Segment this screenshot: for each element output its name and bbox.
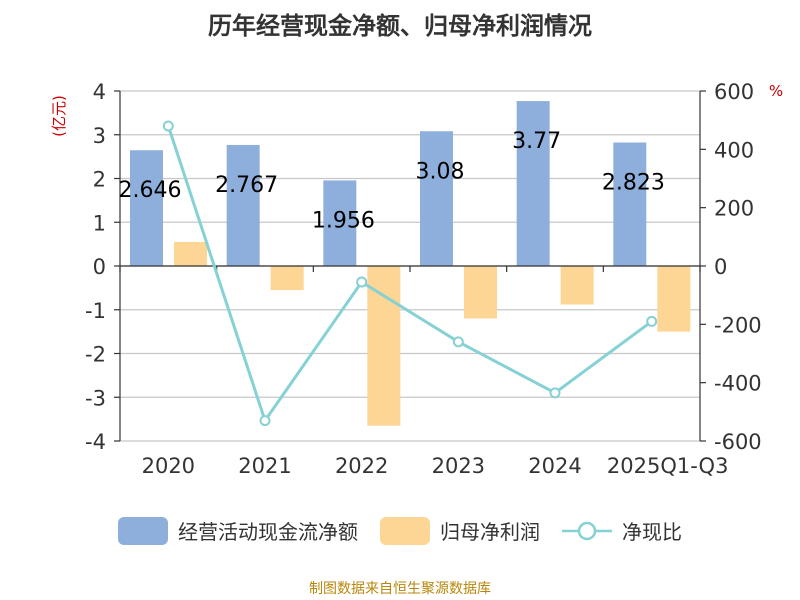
- right-axis-tick-label: 400: [714, 138, 754, 162]
- left-axis-tick-label: 4: [93, 80, 106, 104]
- left-axis-tick-label: 2: [93, 168, 106, 192]
- net-profit-bar: [464, 266, 497, 319]
- axes: [114, 90, 706, 442]
- gridlines: [120, 90, 700, 442]
- ratio-point: [549, 387, 561, 399]
- ratio-point: [259, 415, 271, 427]
- cash-flow-data-label: 2.823: [602, 170, 665, 195]
- net-profit-bar: [657, 266, 691, 332]
- cash-flow-bar: [613, 142, 647, 266]
- legend: 经营活动现金流净额 归母净利润 净现比: [0, 516, 800, 545]
- legend-item-ratio[interactable]: 净现比: [562, 516, 682, 545]
- category-tick-label: 2022: [335, 454, 388, 478]
- cash-flow-bar: [130, 150, 163, 266]
- ratio-point: [452, 336, 464, 348]
- category-tick-label: 2023: [432, 454, 485, 478]
- legend-label-profit: 归母净利润: [440, 520, 540, 544]
- ratio-line: [166, 125, 653, 424]
- ratio-point: [162, 120, 174, 132]
- right-axis-tick-label: -200: [714, 313, 762, 337]
- category-tick-label: 2020: [142, 454, 195, 478]
- left-axis-tick-label: 0: [93, 255, 106, 279]
- ratio-point: [356, 276, 368, 288]
- ratio-point: [646, 315, 658, 327]
- data-labels: 2.646 2.767 1.956 3.08 3.77 2.823: [119, 129, 665, 233]
- legend-swatch-profit: [380, 516, 430, 545]
- legend-item-cash[interactable]: 经营活动现金流净额: [118, 516, 358, 545]
- left-axis-tick-label: 3: [93, 124, 106, 148]
- right-axis-tick-label: -600: [714, 430, 762, 454]
- right-axis-unit: %: [769, 82, 783, 100]
- left-axis-tick-label: -2: [85, 343, 106, 367]
- right-axis-tick-label: 200: [714, 197, 754, 221]
- net-profit-bar: [560, 266, 594, 305]
- cash-flow-bar: [226, 144, 260, 266]
- cash-flow-bar: [420, 131, 453, 266]
- left-axis-tick-label: -4: [85, 430, 106, 454]
- cash-flow-bar: [516, 101, 550, 266]
- net-profit-bar: [174, 241, 207, 266]
- left-axis-unit: (亿元): [50, 95, 68, 137]
- cash-flow-data-label: 1.956: [312, 208, 375, 233]
- right-axis-tick-label: -400: [714, 372, 762, 396]
- left-axis-tick-label: -1: [85, 299, 106, 323]
- net-profit-bar: [270, 266, 304, 291]
- cash-flow-data-label: 2.646: [119, 178, 182, 203]
- legend-label-cash: 经营活动现金流净额: [178, 520, 358, 544]
- bars: [130, 101, 691, 426]
- left-axis-tick-label: -3: [85, 386, 106, 410]
- ratio-line-series: [162, 120, 658, 427]
- right-axis-tick-label: 0: [714, 255, 727, 279]
- legend-swatch-cash: [118, 516, 168, 545]
- cash-flow-bar: [323, 180, 357, 266]
- right-axis-tick-label: 600: [714, 80, 754, 104]
- category-tick-label: 2024: [528, 454, 581, 478]
- cash-flow-data-label: 3.77: [512, 129, 561, 154]
- net-profit-bar: [367, 266, 401, 426]
- source-note: 制图数据来自恒生聚源数据库: [309, 581, 491, 597]
- category-tick-label: 2021: [238, 454, 291, 478]
- legend-swatch-ratio: [562, 521, 612, 540]
- tick-labels: 4 3 2 1 0 -1 -2 -3 -4 600 400 200 0 -200 -400 -600 2020 2…: [50, 80, 783, 478]
- cash-flow-data-label: 2.767: [215, 173, 278, 198]
- category-tick-label: 2025Q1-Q3: [607, 454, 729, 478]
- cash-flow-data-label: 3.08: [416, 159, 465, 184]
- left-axis-tick-label: 1: [93, 211, 106, 235]
- chart-title: 历年经营现金净额、归母净利润情况: [208, 12, 592, 40]
- legend-label-ratio: 净现比: [622, 520, 682, 544]
- legend-item-profit[interactable]: 归母净利润: [380, 516, 540, 545]
